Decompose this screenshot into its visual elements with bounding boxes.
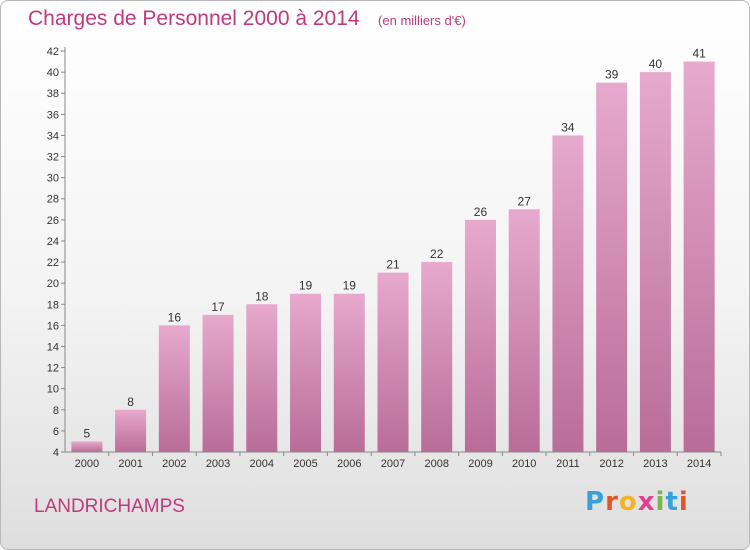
x-tick-label-2001: 2001 bbox=[118, 458, 142, 470]
x-tick-label-2000: 2000 bbox=[75, 458, 99, 470]
value-label-2005: 19 bbox=[299, 279, 313, 293]
bar-2002 bbox=[158, 325, 190, 452]
x-tick-label-2012: 2012 bbox=[599, 458, 623, 470]
x-tick-label-2009: 2009 bbox=[468, 458, 492, 470]
chart-title: Charges de Personnel 2000 à 2014 bbox=[28, 7, 360, 30]
value-labels: 5 8 16 17 18 19 19 21 22 26 27 34 39 40 41 bbox=[84, 47, 707, 441]
y-tick-label: 10 bbox=[47, 384, 59, 396]
value-label-2013: 40 bbox=[649, 57, 663, 71]
logo-letter: t bbox=[665, 487, 679, 517]
x-tick-label-2010: 2010 bbox=[512, 458, 536, 470]
bar-2010 bbox=[508, 209, 540, 452]
value-label-2003: 17 bbox=[211, 300, 225, 314]
proxiti-logo[interactable]: Proxiti bbox=[585, 487, 689, 517]
y-tick-label: 18 bbox=[47, 299, 59, 311]
value-label-2010: 27 bbox=[518, 194, 532, 208]
y-tick-label: 40 bbox=[47, 67, 59, 79]
title-row: Charges de Personnel 2000 à 2014 (en mil… bbox=[28, 7, 466, 31]
logo-letter: x bbox=[637, 487, 656, 517]
bar-2011 bbox=[552, 135, 584, 452]
logo-letter: P bbox=[585, 487, 606, 517]
x-tick-label-2013: 2013 bbox=[643, 458, 667, 470]
y-tick-label: 12 bbox=[47, 363, 59, 375]
x-tick-label-2014: 2014 bbox=[687, 458, 711, 470]
y-tick-label: 26 bbox=[47, 215, 59, 227]
y-tick-label: 32 bbox=[47, 152, 59, 164]
bars bbox=[71, 61, 715, 453]
value-label-2002: 16 bbox=[168, 310, 182, 324]
x-tick-label-2011: 2011 bbox=[556, 458, 580, 470]
value-label-2007: 21 bbox=[386, 258, 400, 272]
y-tick-label: 30 bbox=[47, 173, 59, 185]
place-name: LANDRICHAMPS bbox=[34, 496, 185, 517]
y-tick-label: 14 bbox=[47, 341, 59, 353]
bar-2001 bbox=[115, 409, 147, 452]
y-tick-label: 28 bbox=[47, 194, 59, 206]
bar-2009 bbox=[464, 219, 496, 452]
y-tick-label: 42 bbox=[47, 46, 59, 58]
bar-2008 bbox=[421, 262, 453, 452]
y-tick-label: 36 bbox=[47, 109, 59, 121]
value-label-2014: 41 bbox=[692, 47, 706, 61]
y-tick-label: 6 bbox=[53, 426, 59, 438]
y-tick-label: 4 bbox=[53, 447, 59, 459]
y-tick-label: 22 bbox=[47, 257, 59, 269]
bar-2000 bbox=[71, 441, 103, 452]
y-tick-label: 16 bbox=[47, 320, 59, 332]
bar-2013 bbox=[639, 72, 671, 453]
y-tick-label: 8 bbox=[53, 405, 59, 417]
x-tick-label-2006: 2006 bbox=[337, 458, 361, 470]
bar-2014 bbox=[683, 61, 715, 452]
bar-2012 bbox=[596, 82, 628, 452]
logo-letter: o bbox=[618, 487, 638, 517]
value-label-2000: 5 bbox=[84, 426, 91, 440]
value-label-2004: 18 bbox=[255, 289, 269, 303]
bar-2006 bbox=[333, 293, 365, 452]
value-label-2001: 8 bbox=[127, 395, 134, 409]
value-label-2008: 22 bbox=[430, 247, 444, 261]
bar-2007 bbox=[377, 272, 409, 452]
x-tick-label-2002: 2002 bbox=[162, 458, 186, 470]
x-tick-label-2007: 2007 bbox=[381, 458, 405, 470]
logo-letter: i bbox=[678, 487, 689, 517]
bar-2005 bbox=[290, 293, 322, 452]
bar-2003 bbox=[202, 314, 234, 452]
y-tick-label: 38 bbox=[47, 88, 59, 100]
value-label-2012: 39 bbox=[605, 68, 619, 82]
logo-letter: i bbox=[655, 487, 666, 517]
x-tick-label-2003: 2003 bbox=[206, 458, 230, 470]
y-tick-label: 34 bbox=[47, 130, 59, 142]
x-tick-label-2004: 2004 bbox=[250, 458, 274, 470]
value-label-2011: 34 bbox=[561, 120, 575, 134]
y-tick-label: 24 bbox=[47, 236, 59, 248]
value-label-2009: 26 bbox=[474, 205, 488, 219]
bar-2004 bbox=[246, 304, 278, 452]
x-tick-label-2008: 2008 bbox=[424, 458, 448, 470]
value-label-2006: 19 bbox=[343, 279, 357, 293]
logo-letter: r bbox=[605, 487, 619, 517]
y-tick-label: 20 bbox=[47, 278, 59, 290]
chart-subtitle: (en milliers d'€) bbox=[378, 13, 466, 28]
x-tick-label-2005: 2005 bbox=[293, 458, 317, 470]
